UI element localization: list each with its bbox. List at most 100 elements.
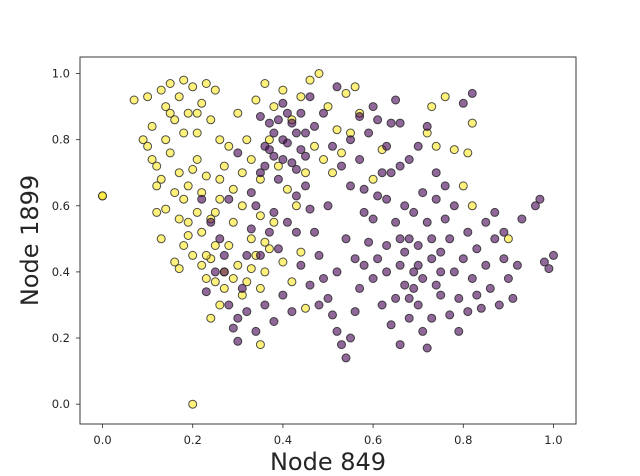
data-point-s1-138 <box>427 254 437 264</box>
data-point-s1-2 <box>215 234 225 244</box>
data-point-s0-52 <box>260 267 270 277</box>
data-point-s1-128 <box>337 161 346 171</box>
data-point-s1-115 <box>233 313 243 323</box>
data-point-s0-51 <box>255 211 265 221</box>
data-point-s0-41 <box>210 207 220 217</box>
data-point-s1-113 <box>251 326 261 336</box>
data-point-s0-79 <box>246 155 256 164</box>
data-point-s0-90 <box>215 300 225 310</box>
data-point-s0-63 <box>323 102 333 112</box>
data-point-s1-40 <box>386 118 396 128</box>
data-point-s0-29 <box>170 188 180 198</box>
data-point-s0-84 <box>291 201 301 211</box>
data-point-s1-154 <box>278 155 288 164</box>
data-point-s1-62 <box>485 283 495 293</box>
data-point-s1-165 <box>400 247 410 257</box>
data-point-s0-83 <box>282 184 292 194</box>
data-point-s0-9 <box>161 102 171 112</box>
data-point-s1-63 <box>490 234 500 244</box>
data-point-s1-28 <box>332 326 342 336</box>
data-point-s1-54 <box>449 267 459 277</box>
data-point-s1-4 <box>224 300 234 310</box>
data-point-s1-64 <box>494 300 504 310</box>
data-point-s0-62 <box>314 69 324 78</box>
data-point-s1-32 <box>350 307 360 317</box>
x-tick-label: 0.2 <box>184 433 202 447</box>
data-point-s0-126 <box>264 244 274 254</box>
data-point-s1-57 <box>463 227 473 237</box>
data-point-s1-157 <box>296 108 306 118</box>
data-point-s0-92 <box>255 340 265 350</box>
y-axis-ticks: 0.0 0.2 0.4 0.6 0.8 1.0 <box>52 67 80 411</box>
data-point-s1-8 <box>242 250 252 260</box>
data-point-s0-122 <box>228 274 238 283</box>
data-point-s1-114 <box>242 307 252 317</box>
data-point-s0-44 <box>224 241 234 250</box>
data-point-s1-61 <box>481 260 491 270</box>
data-point-s1-80 <box>305 92 315 102</box>
data-point-s1-0 <box>197 194 207 204</box>
data-point-s1-117 <box>210 267 220 277</box>
data-point-s1-118 <box>201 287 211 297</box>
data-point-s0-33 <box>170 257 180 267</box>
data-point-s1-18 <box>287 158 297 168</box>
data-point-s0-70 <box>328 168 337 178</box>
data-point-s0-54 <box>242 135 252 145</box>
data-point-s0-120 <box>201 250 211 260</box>
data-point-s1-59 <box>472 244 482 254</box>
data-point-s0-125 <box>255 283 265 293</box>
x-axis-label: Node 849 <box>270 448 386 476</box>
data-point-s0-89 <box>296 247 306 257</box>
data-point-s1-35 <box>364 237 374 247</box>
data-point-s0-109 <box>161 135 171 145</box>
data-point-s1-41 <box>391 95 401 105</box>
x-tick-label: 0.4 <box>274 433 292 447</box>
data-point-s0-4 <box>138 135 148 145</box>
data-point-s0-26 <box>201 171 211 181</box>
data-point-s1-20 <box>296 145 306 155</box>
data-point-s0-47 <box>237 201 247 211</box>
data-point-s1-46 <box>413 300 423 310</box>
data-point-s1-44 <box>404 234 414 244</box>
data-point-s0-99 <box>463 148 473 158</box>
data-point-s1-161 <box>291 164 301 174</box>
data-point-s1-85 <box>246 188 256 198</box>
data-point-s1-25 <box>319 274 328 283</box>
data-point-s1-83 <box>233 148 243 158</box>
data-point-s1-60 <box>476 303 486 313</box>
data-point-s1-17 <box>282 108 292 118</box>
x-tick-label: 0.6 <box>364 433 382 447</box>
data-point-s1-74 <box>517 214 527 224</box>
data-point-s1-159 <box>282 138 292 148</box>
data-point-s1-37 <box>373 191 383 201</box>
data-point-s0-81 <box>264 135 274 145</box>
x-axis-ticks: 0.0 0.2 0.4 0.6 0.8 1.0 <box>93 424 563 447</box>
x-tick-label: 0.0 <box>93 433 111 447</box>
data-point-s1-160 <box>273 115 283 125</box>
data-point-s1-51 <box>436 247 446 257</box>
data-point-s1-170 <box>427 234 437 244</box>
y-tick-label: 0.6 <box>52 199 70 213</box>
data-point-s0-12 <box>174 92 184 102</box>
data-point-s1-49 <box>427 313 437 323</box>
data-point-s0-8 <box>156 85 166 95</box>
data-point-s1-48 <box>422 343 432 353</box>
data-point-s1-55 <box>454 293 464 303</box>
data-point-s0-34 <box>174 264 184 274</box>
data-point-s1-52 <box>440 214 450 224</box>
data-point-s0-74 <box>224 141 234 151</box>
data-point-s0-110 <box>147 155 157 164</box>
data-point-s1-122 <box>282 217 292 227</box>
data-point-s1-131 <box>364 128 374 138</box>
data-point-s1-90 <box>359 207 369 217</box>
data-point-s1-126 <box>319 108 328 118</box>
data-point-s0-23 <box>174 168 184 178</box>
data-point-s1-132 <box>373 115 383 125</box>
data-point-s1-125 <box>310 121 319 131</box>
data-point-s1-171 <box>436 267 446 277</box>
data-point-s1-36 <box>368 214 378 224</box>
data-point-s1-151 <box>404 155 414 164</box>
data-point-s0-58 <box>278 85 288 95</box>
data-point-s1-1 <box>206 217 216 227</box>
data-point-s0-105 <box>368 174 378 184</box>
